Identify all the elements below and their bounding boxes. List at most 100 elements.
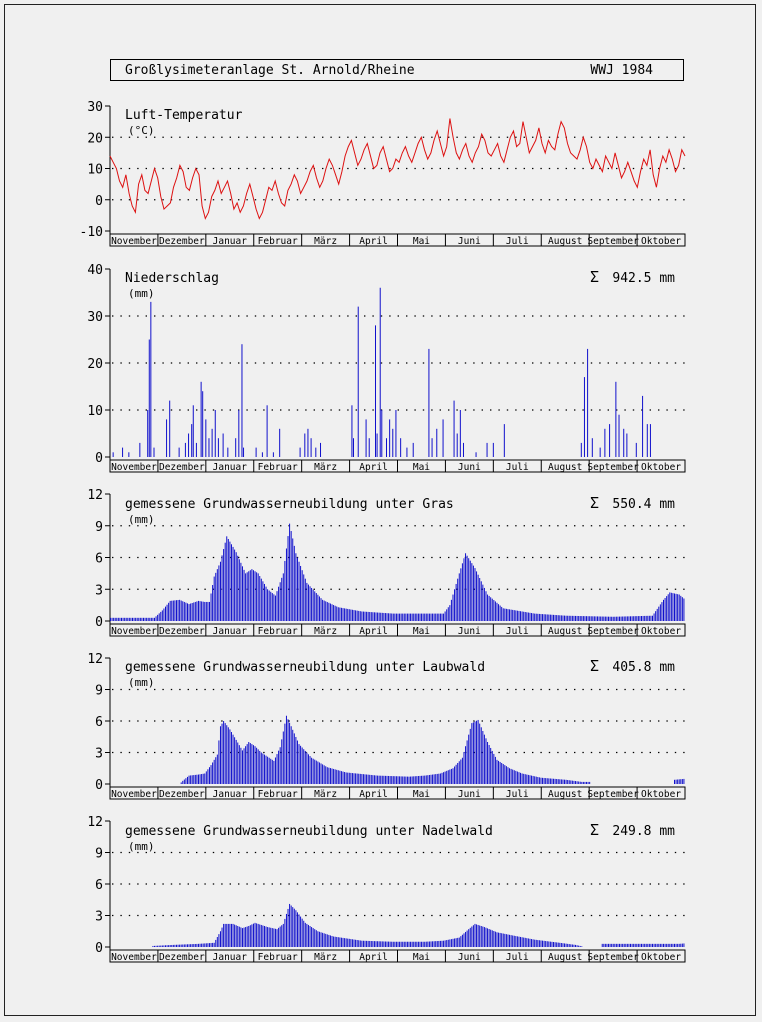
month-label: Mai [413,236,430,247]
y-tick-label: 30 [87,310,103,325]
month-label: September [587,789,639,800]
y-tick-label: 9 [95,847,103,862]
y-tick-label: 6 [95,878,103,893]
panel-title: gemessene Grundwasserneubildung unter La… [125,660,485,675]
month-label: Dezember [159,462,205,473]
month-label: Februar [258,789,298,800]
month-label: März [314,789,337,800]
month-label: März [314,236,337,247]
month-label: Januar [213,789,248,800]
month-label: November [111,462,157,473]
month-label: Dezember [159,626,205,637]
y-tick-label: 0 [95,451,103,466]
y-tick-label: 0 [95,615,103,630]
month-label: September [587,626,639,637]
panel-title: gemessene Grundwasserneubildung unter Na… [125,824,493,839]
month-label: Juli [506,236,529,247]
month-label: September [587,236,639,247]
panel-unit: (mm) [128,513,155,526]
y-tick-label: 0 [95,778,103,793]
month-label: Juni [458,626,481,637]
sum-value: 942.5 mm [612,271,675,286]
panel-title: Niederschlag [125,271,219,286]
y-tick-label: 12 [87,815,103,830]
month-label: Juni [458,236,481,247]
month-label: April [359,789,388,800]
sum-symbol: Σ [590,657,599,675]
y-tick-label: -10 [80,225,103,240]
month-label: August [548,236,582,247]
y-tick-label: 6 [95,552,103,567]
y-tick-label: 20 [87,131,103,146]
month-label: März [314,626,337,637]
month-label: Dezember [159,952,205,963]
chart-panel-1: 0 10 20 30 40 November Dezember Januar Februar Mä… [87,263,686,473]
month-label: Oktober [641,626,681,637]
panel-title: gemessene Grundwasserneubildung unter Gr… [125,497,454,512]
y-tick-label: 3 [95,583,103,598]
figure-frame [4,4,756,1016]
y-tick-label: 12 [87,488,103,503]
month-label: März [314,462,337,473]
month-label: November [111,952,157,963]
sum-value: 550.4 mm [612,497,675,512]
month-label: August [548,789,582,800]
month-label: Dezember [159,236,205,247]
month-label: Mai [413,626,430,637]
month-label: Januar [213,952,248,963]
y-tick-label: 9 [95,520,103,535]
month-label: Oktober [641,789,681,800]
panel-unit: (mm) [128,676,155,689]
panel-title: Luft-Temperatur [125,108,243,123]
month-label: April [359,626,388,637]
month-label: Mai [413,952,430,963]
month-label: September [587,462,639,473]
month-label: April [359,952,388,963]
y-tick-label: 12 [87,652,103,667]
month-label: August [548,952,582,963]
month-label: April [359,236,388,247]
month-label: Februar [258,626,298,637]
sum-value: 249.8 mm [612,824,675,839]
sum-value: 405.8 mm [612,660,675,675]
month-label: März [314,952,337,963]
water-year-label: WWJ 1984 [590,63,653,78]
month-label: Juli [506,626,529,637]
y-tick-label: 10 [87,163,103,178]
month-label: Juli [506,789,529,800]
y-tick-label: 0 [95,941,103,956]
panel-unit: (mm) [128,287,155,300]
sum-symbol: Σ [590,821,599,839]
y-tick-label: 3 [95,910,103,925]
month-label: Dezember [159,789,205,800]
month-label: Juni [458,952,481,963]
title-box: Großlysimeteranlage St. Arnold/Rheine WW… [110,59,684,81]
month-label: Oktober [641,462,681,473]
y-tick-label: 3 [95,747,103,762]
y-tick-label: 10 [87,404,103,419]
month-label: Mai [413,789,430,800]
panel-unit: (°C) [128,124,155,137]
month-label: Mai [413,462,430,473]
y-tick-label: 6 [95,715,103,730]
month-label: Februar [258,462,298,473]
month-label: Februar [258,952,298,963]
month-label: Januar [213,626,248,637]
month-label: April [359,462,388,473]
chart-panel-0: -10 0 10 20 30 November Dezember Januar Februar M… [80,100,686,247]
chart-panel-3: 0 3 6 9 12 November Dezember Januar Februar März A… [87,652,686,800]
sum-symbol: Σ [590,494,599,512]
month-label: Oktober [641,952,681,963]
temperature-line [109,118,686,220]
y-tick-label: 9 [95,684,103,699]
month-label: Januar [213,236,248,247]
figure-title: Großlysimeteranlage St. Arnold/Rheine [125,63,415,78]
y-tick-label: 20 [87,357,103,372]
month-label: August [548,462,582,473]
month-label: September [587,952,639,963]
month-label: Juni [458,789,481,800]
month-label: Juli [506,462,529,473]
month-label: November [111,236,157,247]
month-label: November [111,626,157,637]
